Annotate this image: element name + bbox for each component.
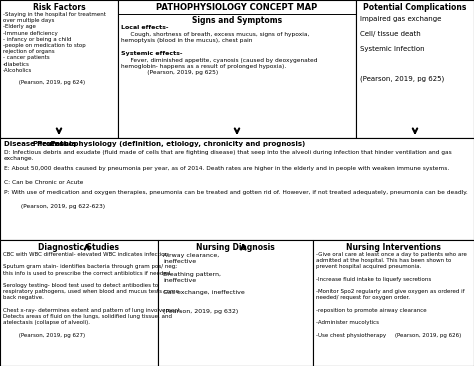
Text: Potential Complications: Potential Complications <box>363 3 467 12</box>
Text: Fever, diminished appetite, cyanosis (caused by deoxygenated
hemoglobin- happens: Fever, diminished appetite, cyanosis (ca… <box>121 58 318 75</box>
Text: CBC with WBC differential- elevated WBC indicates infection

Sputum gram stain- : CBC with WBC differential- elevated WBC … <box>3 252 182 337</box>
Bar <box>0 240 158 366</box>
Text: Nursing Interventions: Nursing Interventions <box>346 243 441 252</box>
Text: Local effects-: Local effects- <box>121 25 168 30</box>
Text: P: With use of medication and oxygen therapies, pneumonia can be treated and got: P: With use of medication and oxygen the… <box>4 190 468 195</box>
Text: Airway clearance,
ineffective

Breathing pattern,
ineffective

Gas exchange, ine: Airway clearance, ineffective Breathing … <box>163 253 245 314</box>
Text: Pneumonia: Pneumonia <box>32 141 76 147</box>
Text: -Give oral care at least once a day to patients who are
admitted at the hospital: -Give oral care at least once a day to p… <box>316 252 467 337</box>
Text: -Staying in the hospital for treatment
over multiple days
-Elderly age
-Immune d: -Staying in the hospital for treatment o… <box>3 12 106 85</box>
Text: Disease Process: Disease Process <box>4 141 71 147</box>
Bar <box>356 0 474 138</box>
Text: Signs and Symptoms: Signs and Symptoms <box>192 16 282 25</box>
Text: C: Can be Chronic or Acute: C: Can be Chronic or Acute <box>4 180 83 185</box>
Bar <box>0 138 474 240</box>
Text: (Pearson, 2019, pg 622-623): (Pearson, 2019, pg 622-623) <box>4 204 105 209</box>
Text: Systemic effects-: Systemic effects- <box>121 51 182 56</box>
Text: Diagnostic Studies: Diagnostic Studies <box>38 243 119 252</box>
Text: Impaired gas exchange

Cell/ tissue death

Systemic Infection



(Pearson, 2019,: Impaired gas exchange Cell/ tissue death… <box>360 16 444 82</box>
Text: D: Infectious debris and exudate (fluid made of cells that are fighting disease): D: Infectious debris and exudate (fluid … <box>4 150 452 161</box>
Text: Pathophysiology (definition, etiology, chronicity and prognosis): Pathophysiology (definition, etiology, c… <box>48 141 305 147</box>
Bar <box>158 240 313 366</box>
Bar <box>0 0 118 138</box>
Text: Nursing Diagnosis: Nursing Diagnosis <box>196 243 275 252</box>
Text: E: About 50,000 deaths caused by pneumonia per year, as of 2014. Death rates are: E: About 50,000 deaths caused by pneumon… <box>4 166 449 171</box>
Text: PATHOPHYSIOLOGY CONCEPT MAP: PATHOPHYSIOLOGY CONCEPT MAP <box>156 3 318 12</box>
Text: Risk Factors: Risk Factors <box>33 3 85 12</box>
Bar <box>313 240 474 366</box>
Text: Cough, shortness of breath, excess mucus, signs of hypoxia,
hemoptysis (blood in: Cough, shortness of breath, excess mucus… <box>121 32 310 43</box>
Bar <box>118 0 356 138</box>
